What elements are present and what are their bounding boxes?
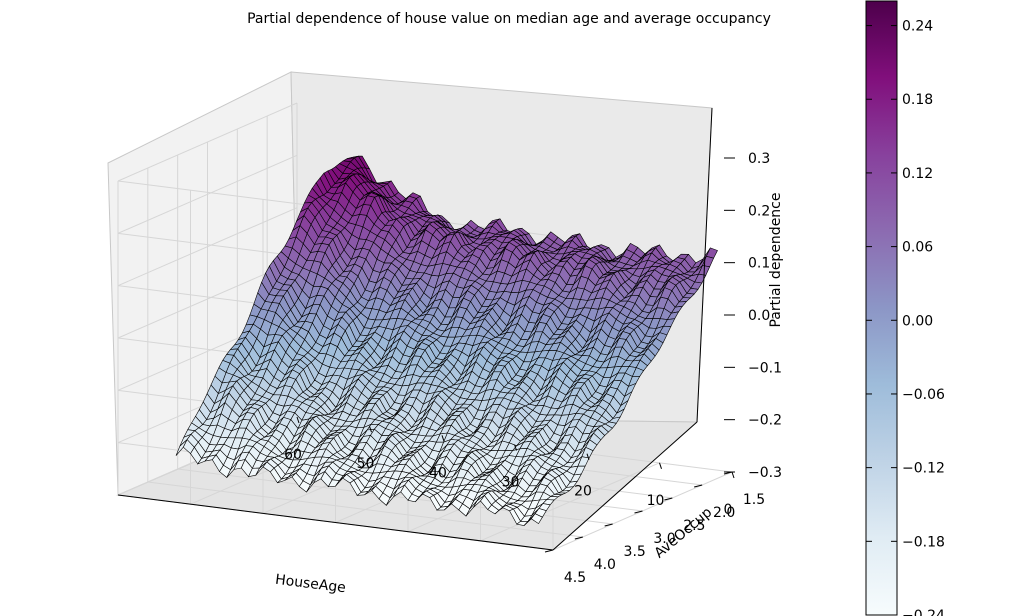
- z-tick-label: 0.2: [748, 203, 770, 219]
- x-tick: [441, 435, 445, 442]
- y-axis-line: [552, 421, 698, 551]
- z-tick-label: 0.0: [748, 308, 770, 324]
- colorbar-tick-label: 0.18: [902, 92, 933, 108]
- surface-plot: [175, 155, 718, 526]
- y-tick-label: 3.0: [653, 531, 675, 547]
- y-tick: [574, 536, 583, 540]
- x-tick-label: 50: [357, 456, 375, 472]
- x-tick: [586, 453, 590, 460]
- x-axis-line: [117, 494, 554, 551]
- y-tick-label: 2.5: [683, 518, 705, 534]
- colorbar-ticks: 0.24 0.18 0.12 0.06 0.00 −0.06 −0.12 −0.18 −0.24: [866, 19, 945, 616]
- x-tick: [659, 462, 662, 469]
- colorbar-tick-label: −0.06: [902, 387, 945, 403]
- z-axis-line: [696, 107, 713, 423]
- y-tick: [664, 497, 673, 501]
- x-tick-label: 0: [724, 502, 733, 518]
- colorbar-tick-label: −0.12: [902, 461, 945, 477]
- x-tick-label: 20: [574, 484, 592, 500]
- y-tick: [694, 484, 703, 488]
- x-tick: [369, 426, 372, 433]
- grid-line: [117, 154, 298, 234]
- y-tick-label: 4.0: [594, 557, 616, 573]
- x-tick: [296, 416, 300, 424]
- colorbar-tick-label: −0.18: [902, 534, 945, 550]
- x-tick-label: 30: [502, 475, 520, 491]
- colorbar-tick-label: 0.12: [902, 166, 933, 182]
- x-tick-label: 40: [429, 465, 447, 481]
- colorbar: 0.24 0.18 0.12 0.06 0.00 −0.06 −0.12 −0.18 −0.24: [865, 0, 945, 616]
- z-tick-label: −0.2: [748, 413, 782, 429]
- x-ticks: 60 50 40 30 20 10 0: [284, 416, 735, 518]
- colorbar-tick-label: 0.24: [902, 19, 933, 35]
- z-ticks: 0.3 0.2 0.1 0.0 −0.1 −0.2 −0.3: [724, 151, 782, 481]
- grid-line: [117, 102, 298, 182]
- z-tick-label: −0.3: [748, 465, 782, 481]
- y-tick-label: 1.5: [743, 492, 765, 508]
- colorbar-tick-label: 0.00: [902, 313, 933, 329]
- y-tick: [544, 549, 554, 553]
- y-tick-label: 2.0: [713, 505, 735, 521]
- x-tick: [514, 444, 517, 451]
- y-ticks: 1.5 2.0 2.5 3.0 3.5 4.0 4.5: [544, 471, 765, 586]
- colorbar-tick-label: −0.24: [902, 608, 945, 616]
- y-tick: [634, 510, 643, 514]
- chart-title: Partial dependence of house value on med…: [247, 11, 771, 27]
- z-tick-label: 0.1: [748, 256, 770, 272]
- z-tick-label: 0.3: [748, 151, 770, 167]
- z-tick-label: −0.1: [748, 360, 782, 376]
- grid-line: [117, 207, 298, 287]
- x-axis-label: HouseAge: [274, 572, 346, 597]
- z-axis-label: Partial dependence: [768, 192, 784, 327]
- y-tick: [604, 523, 613, 527]
- grid-line: [147, 481, 583, 538]
- colorbar-tick-label: 0.06: [902, 240, 933, 256]
- x-tick-label: 60: [284, 447, 302, 463]
- x-tick-label: 10: [647, 493, 665, 509]
- colorbar-gradient: [865, 0, 898, 616]
- x-tick: [731, 471, 735, 479]
- y-tick-label: 3.5: [624, 544, 646, 560]
- surface-patch: [530, 513, 543, 525]
- y-tick-label: 4.5: [564, 570, 586, 586]
